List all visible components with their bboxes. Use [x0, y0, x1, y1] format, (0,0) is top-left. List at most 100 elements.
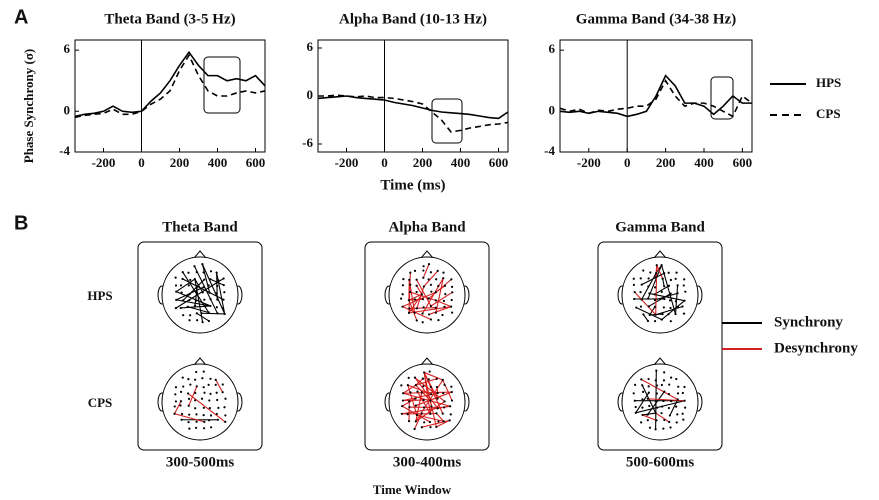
- electrode: [187, 397, 191, 400]
- electrode: [674, 277, 677, 280]
- electrode: [662, 427, 665, 430]
- electrode: [194, 399, 197, 402]
- electrode: [654, 379, 657, 382]
- electrode: [430, 405, 433, 408]
- electrode: [429, 318, 432, 321]
- electrode: [195, 271, 198, 274]
- series-line: [318, 94, 509, 133]
- electrode: [660, 318, 663, 321]
- electrode: [193, 265, 196, 268]
- electrode: [421, 312, 424, 315]
- nose: [420, 357, 434, 366]
- electrode: [188, 427, 191, 430]
- electrode: [215, 271, 218, 274]
- electrode: [209, 304, 212, 308]
- electrode: [660, 264, 663, 267]
- x-tick-label: 200: [656, 155, 676, 170]
- electrode: [203, 305, 206, 308]
- electrode: [669, 320, 672, 323]
- electrode: [662, 379, 666, 382]
- connection: [642, 414, 657, 421]
- electrode: [434, 299, 437, 302]
- electrode: [420, 293, 423, 296]
- electrode: [655, 419, 658, 422]
- connection: [174, 401, 182, 414]
- electrode: [223, 291, 226, 294]
- connection: [176, 291, 211, 307]
- electrode: [442, 271, 445, 274]
- connection: [194, 286, 198, 306]
- electrode: [209, 414, 213, 417]
- electrode: [202, 386, 205, 389]
- electrode: [448, 419, 451, 422]
- electrode: [203, 278, 206, 281]
- x-tick-label: 600: [733, 155, 753, 170]
- band-frame: [137, 241, 263, 451]
- electrode: [662, 399, 665, 403]
- electrode: [441, 378, 444, 382]
- electrode: [189, 314, 192, 317]
- legend-label: Synchrony: [774, 314, 843, 330]
- electrode: [668, 299, 672, 302]
- electrode: [413, 311, 416, 314]
- band-title: Alpha Band: [388, 219, 466, 235]
- electrode: [653, 298, 657, 302]
- y-tick-label: -6: [302, 135, 313, 150]
- electrode: [203, 391, 206, 394]
- scalp: [388, 363, 466, 441]
- electrode: [676, 398, 679, 401]
- connection: [655, 412, 670, 423]
- connection: [435, 278, 444, 313]
- electrode: [408, 290, 412, 294]
- connection: [414, 413, 423, 430]
- electrode: [663, 297, 666, 301]
- electrode: [669, 292, 672, 295]
- electrode: [174, 284, 178, 287]
- electrode: [209, 377, 212, 380]
- electrode: [633, 297, 636, 301]
- electrode: [668, 383, 671, 386]
- electrode: [660, 290, 663, 293]
- band-title: Theta Band: [162, 219, 238, 235]
- connection: [436, 413, 445, 422]
- electrode: [675, 405, 678, 408]
- electrode: [429, 385, 432, 388]
- connection: [415, 384, 431, 401]
- electrode: [208, 406, 211, 410]
- electrode: [195, 413, 198, 416]
- x-tick-label: 400: [451, 155, 471, 170]
- electrode: [683, 299, 686, 302]
- electrode: [408, 400, 411, 403]
- electrode: [217, 406, 220, 410]
- electrode: [173, 405, 176, 408]
- scalp: [161, 256, 239, 334]
- electrode: [414, 383, 417, 387]
- electrode: [429, 426, 432, 429]
- connection: [175, 278, 196, 293]
- electrode: [675, 377, 678, 381]
- electrode: [406, 384, 409, 387]
- electrode: [400, 412, 403, 415]
- electrode: [676, 306, 680, 309]
- connection: [430, 291, 453, 307]
- electrode: [406, 413, 409, 416]
- electrode: [640, 378, 643, 381]
- electrode: [654, 276, 657, 279]
- electrode: [203, 420, 206, 423]
- electrode: [221, 391, 224, 394]
- electrode: [189, 383, 192, 386]
- electrode: [434, 306, 437, 309]
- electrode: [422, 306, 425, 309]
- electrode: [422, 265, 425, 268]
- electrode: [201, 263, 204, 266]
- electrode: [634, 411, 637, 414]
- electrode: [649, 271, 652, 274]
- electrode: [442, 392, 445, 395]
- electrode: [668, 414, 671, 417]
- electrode: [194, 391, 197, 394]
- electrode: [632, 277, 635, 280]
- x-tick-label: -200: [92, 155, 116, 170]
- electrode: [450, 399, 454, 402]
- electrode: [420, 391, 423, 394]
